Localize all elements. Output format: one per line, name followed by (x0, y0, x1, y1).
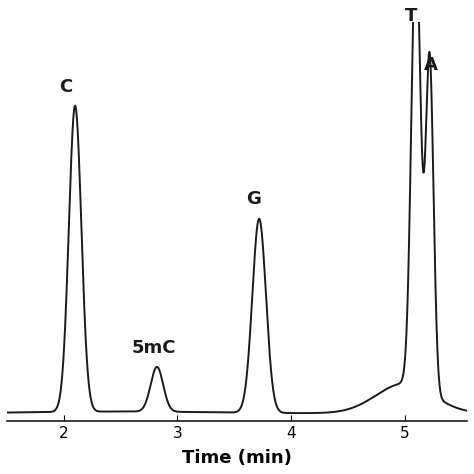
Text: C: C (59, 78, 73, 96)
Text: G: G (246, 190, 261, 208)
Text: A: A (424, 56, 438, 74)
X-axis label: Time (min): Time (min) (182, 449, 292, 467)
Text: T: T (405, 7, 418, 25)
Text: 5mC: 5mC (131, 339, 176, 357)
